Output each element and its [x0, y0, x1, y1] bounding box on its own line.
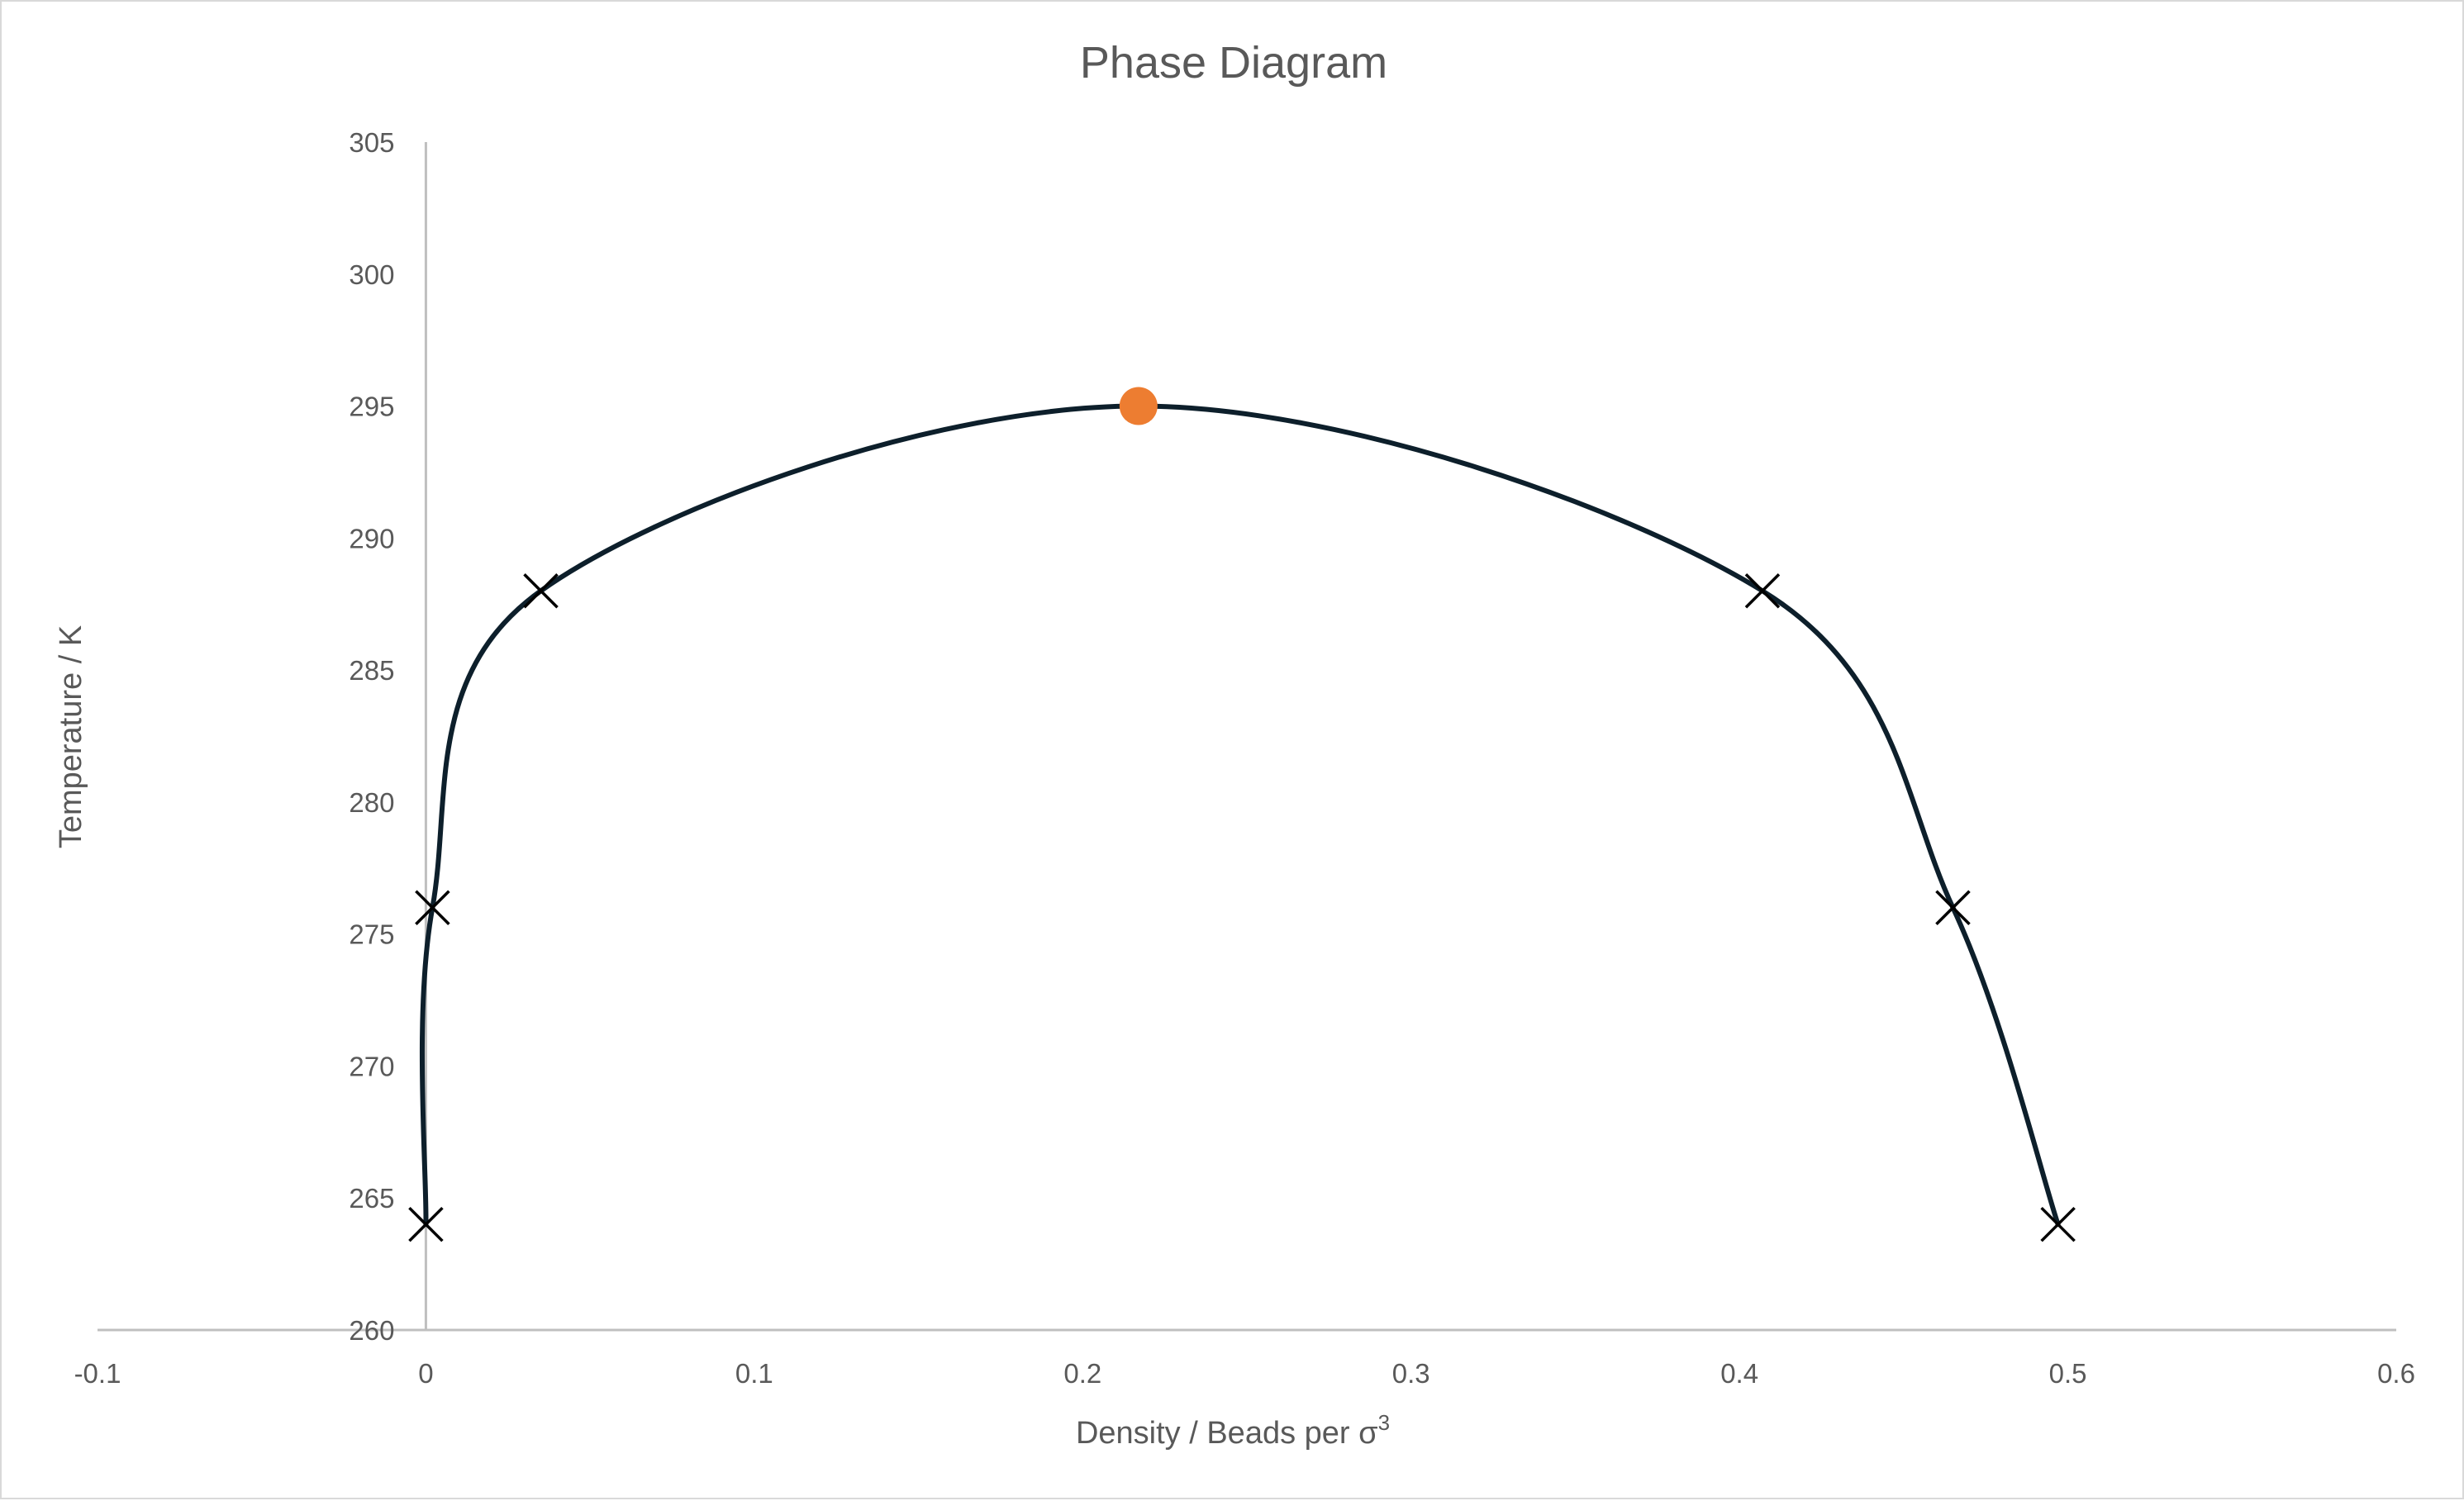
y-tick-label: 290: [349, 523, 394, 553]
x-tick-label: 0.3: [1392, 1358, 1430, 1389]
phase-boundary-line: [419, 403, 2061, 1228]
x-axis-title: Density / Beads per σ3: [1076, 1410, 1390, 1451]
x-tick-label: 0: [418, 1358, 433, 1389]
x-tick-label: 0.1: [735, 1358, 773, 1389]
data-point-x-marker: [1935, 890, 1971, 925]
y-tick-label: 295: [349, 392, 394, 422]
y-axis-title: Temperature / K: [54, 625, 88, 848]
x-tick-label: 0.2: [1063, 1358, 1101, 1389]
data-point-x-marker: [1744, 573, 1781, 609]
y-tick-label: 285: [349, 655, 394, 686]
x-tick-label: 0.6: [2377, 1358, 2415, 1389]
axes: [98, 142, 2396, 1332]
chart-title: Phase Diagram: [1080, 38, 1387, 88]
data-point-x-marker: [2040, 1206, 2076, 1242]
y-tick-label: 265: [349, 1183, 394, 1214]
y-tick-label: 260: [349, 1315, 394, 1346]
x-tick-label: 0.4: [1720, 1358, 1758, 1389]
critical-point-marker: [1119, 387, 1158, 425]
data-point-x-marker: [415, 890, 450, 925]
y-tick-label: 280: [349, 787, 394, 818]
y-tick-label: 270: [349, 1051, 394, 1081]
data-point-x-marker: [523, 573, 559, 609]
plot-series: [408, 387, 2076, 1242]
y-tick-label: 300: [349, 259, 394, 290]
y-tick-label: 305: [349, 127, 394, 158]
data-point-x-marker: [408, 1206, 444, 1242]
tick-labels: -0.1 0 0.1 0.2 0.3 0.4 0.5 0.6 260 265 270 275 280 28…: [74, 127, 2415, 1389]
y-tick-label: 275: [349, 919, 394, 950]
x-tick-label: 0.5: [2049, 1358, 2087, 1389]
x-tick-label: -0.1: [74, 1358, 121, 1389]
